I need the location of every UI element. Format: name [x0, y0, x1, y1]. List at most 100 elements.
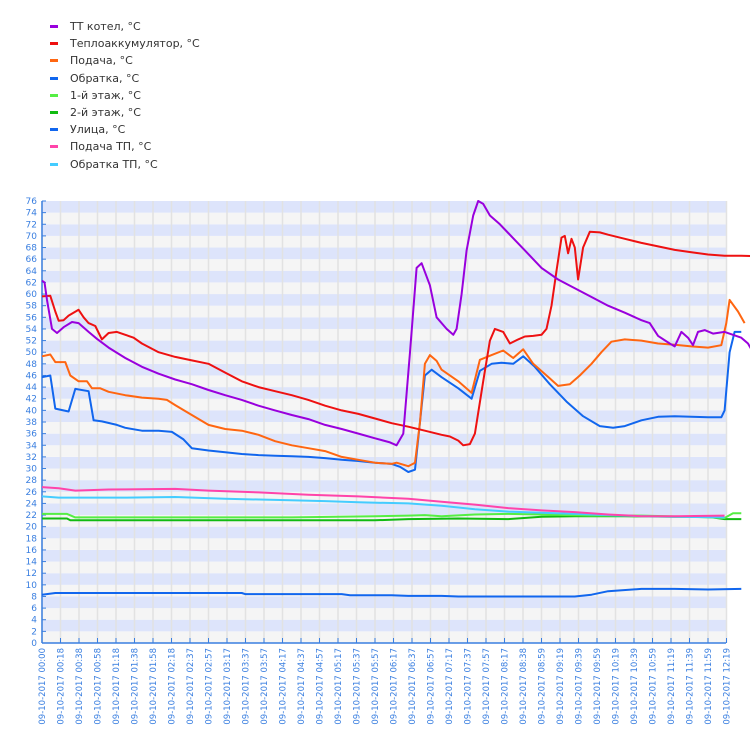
x-tick-label: 09-10-2017 00:58 [94, 648, 104, 725]
x-tick-label: 09-10-2017 05:37 [353, 648, 363, 725]
series-lines [41, 200, 750, 598]
y-tick-label: 12 [26, 569, 37, 579]
grid-band [42, 259, 726, 271]
grid-band [42, 270, 726, 283]
x-tick-label: 09-10-2017 09:59 [593, 648, 603, 725]
x-tick-label: 09-10-2017 07:37 [464, 648, 474, 725]
legend-label: Теплоаккумулятор, °C [70, 37, 200, 51]
y-tick-label: 8 [31, 592, 37, 602]
grid-band [42, 480, 726, 492]
legend-swatch [50, 162, 58, 166]
x-tick-label: 09-10-2017 00:18 [57, 648, 67, 725]
y-tick-label: 34 [26, 441, 38, 451]
grid-band [42, 526, 726, 539]
series-line-podacha [41, 298, 746, 468]
y-tick-label: 52 [26, 337, 37, 347]
grid-band [42, 468, 726, 481]
legend-item-obratka-tp[interactable]: Обратка ТП, °C [50, 156, 200, 173]
legend-label: 1-й этаж, °C [70, 88, 141, 102]
legend-item-podacha[interactable]: Подача, °C [50, 52, 200, 69]
legend-swatch [50, 76, 58, 80]
grid-band [42, 445, 726, 457]
legend-item-ulitsa[interactable]: Улица, °C [50, 121, 200, 138]
grid-band [42, 317, 726, 329]
chart-legend: ТТ котел, °C Теплоаккумулятор, °C Подача… [50, 18, 200, 173]
grid-band [42, 410, 726, 422]
grid-band [42, 503, 726, 516]
x-tick-label: 09-10-2017 07:57 [482, 648, 492, 725]
x-tick-label: 09-10-2017 08:59 [538, 648, 548, 725]
legend-item-floor2[interactable]: 2-й этаж, °C [50, 104, 200, 121]
legend-swatch [50, 42, 58, 46]
x-tick-label: 09-10-2017 11:19 [667, 648, 677, 725]
grid-band [42, 398, 726, 411]
x-tick-label: 09-10-2017 02:57 [205, 648, 215, 725]
x-tick-label: 09-10-2017 06:17 [390, 648, 400, 725]
y-tick-label: 32 [26, 453, 37, 463]
grid-band [42, 596, 726, 609]
x-tick-label: 09-10-2017 05:17 [334, 648, 344, 725]
y-tick-label: 14 [26, 558, 38, 568]
grid-band [42, 282, 726, 295]
y-tick-label: 10 [26, 581, 38, 591]
grid-band [42, 352, 726, 364]
x-tick-label: 09-10-2017 09:19 [556, 648, 566, 725]
y-tick-label: 20 [26, 523, 38, 533]
legend-label: Подача, °C [70, 54, 133, 68]
x-tick-label: 09-10-2017 04:17 [279, 648, 289, 725]
y-tick-label: 44 [26, 383, 38, 393]
grid-band [42, 224, 726, 236]
grid-band [42, 538, 726, 550]
series-line-ulitsa [41, 587, 742, 598]
y-tick-label: 0 [31, 639, 37, 649]
x-tick-label: 09-10-2017 03:57 [260, 648, 270, 725]
y-tick-label: 36 [26, 430, 38, 440]
y-tick-label: 74 [26, 209, 38, 219]
legend-swatch [50, 59, 58, 63]
legend-swatch [50, 128, 58, 132]
grid-band [42, 212, 726, 225]
legend-item-podacha-tp[interactable]: Подача ТП, °C [50, 138, 200, 155]
y-tick-label: 2 [31, 627, 37, 637]
legend-item-teploakkumulyator[interactable]: Теплоаккумулятор, °C [50, 35, 200, 52]
x-tick-label: 09-10-2017 02:37 [186, 648, 196, 725]
x-tick-label: 09-10-2017 11:39 [686, 648, 696, 725]
y-tick-label: 64 [26, 267, 38, 277]
y-tick-label: 56 [26, 313, 38, 323]
grid-band [42, 247, 726, 260]
x-tick-label: 09-10-2017 02:18 [168, 648, 178, 725]
x-tick-label: 09-10-2017 01:18 [112, 648, 122, 725]
x-tick-label: 09-10-2017 05:57 [371, 648, 381, 725]
y-tick-label: 40 [26, 406, 38, 416]
y-tick-label: 4 [31, 616, 37, 626]
series-line-obratka [41, 330, 742, 473]
grid-band [42, 422, 726, 434]
plot-background-bands [42, 201, 726, 643]
legend-label: Подача ТП, °C [70, 140, 152, 154]
x-tick-label: 09-10-2017 09:39 [575, 648, 585, 725]
x-tick-label: 09-10-2017 08:17 [501, 648, 511, 725]
legend-item-obratka[interactable]: Обратка, °C [50, 70, 200, 87]
legend-item-tt-kotel[interactable]: ТТ котел, °C [50, 18, 200, 35]
legend-label: Обратка ТП, °C [70, 157, 158, 171]
legend-swatch [50, 145, 58, 149]
y-axis: 0246810121416182022242628303234363840424… [26, 197, 46, 649]
y-tick-label: 70 [26, 232, 38, 242]
grid-band [42, 573, 726, 585]
x-tick-label: 09-10-2017 01:58 [149, 648, 159, 725]
grid-band [42, 608, 726, 620]
legend-item-floor1[interactable]: 1-й этаж, °C [50, 87, 200, 104]
grid-band [42, 375, 726, 388]
y-tick-label: 22 [26, 511, 37, 521]
y-tick-label: 28 [26, 476, 38, 486]
grid-band [42, 201, 726, 213]
series-line-tt-kotel [41, 200, 750, 447]
y-tick-label: 6 [31, 604, 37, 614]
y-tick-label: 42 [26, 395, 37, 405]
series-line-teploakkumulyator [41, 230, 750, 447]
legend-swatch [50, 93, 58, 97]
y-tick-label: 46 [26, 371, 38, 381]
series-line-podacha-tp [41, 486, 725, 518]
legend-swatch [50, 25, 58, 29]
